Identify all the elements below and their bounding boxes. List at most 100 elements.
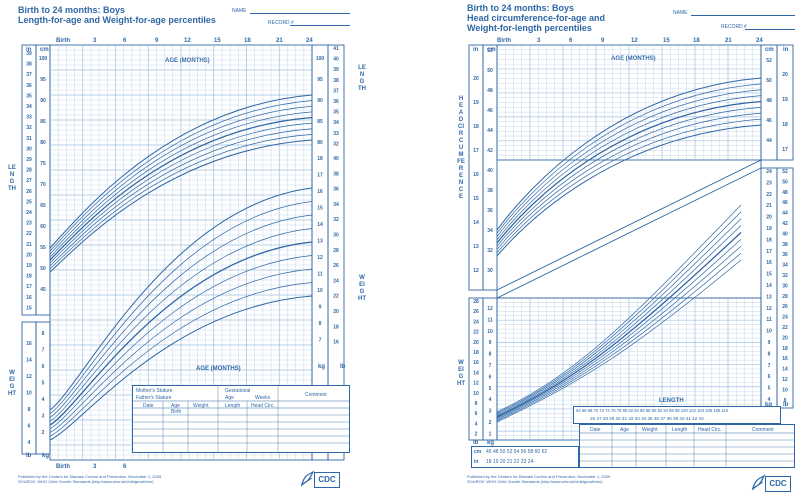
left-right-lb-tick: 18 — [333, 324, 339, 330]
left-name-line — [250, 13, 350, 14]
left-length-curve — [49, 128, 313, 267]
right-w-kg-tick: 7 — [489, 363, 492, 369]
left-in-tick: 26 — [26, 189, 32, 195]
left-wt-kg-tick: 2 — [42, 430, 45, 436]
left-cm-tick: 45 — [40, 287, 46, 293]
left-right-in-tick: 41 — [333, 46, 339, 52]
left-wt-kg-tick: 8 — [42, 331, 45, 337]
left-weight-curve — [49, 282, 313, 437]
left-top-axis-birth: Birth — [56, 38, 70, 44]
left-age-label-top: AGE (MONTHS) — [165, 58, 210, 64]
right-wl-curve — [496, 211, 742, 414]
right-w-r-kg-tick: 16 — [766, 260, 772, 266]
right-table-col-weight: Weight — [642, 427, 658, 433]
right-wl-curve — [496, 218, 742, 415]
right-w-r-lb-tick: 18 — [782, 346, 788, 352]
right-wl-curve — [496, 225, 742, 417]
left-wt-lb-tick: 12 — [26, 374, 32, 380]
right-hc-cm-tick: 34 — [487, 228, 493, 234]
right-divider-band — [496, 159, 762, 299]
left-right-kg-tick: 11 — [317, 272, 323, 278]
right-w-r-lb-tick: 30 — [782, 283, 788, 289]
left-in-tick: 32 — [26, 125, 32, 131]
left-record-label: RECORD # — [268, 20, 294, 26]
right-w-r-kg-tick: 18 — [766, 237, 772, 243]
left-weight-curve — [49, 228, 313, 422]
left-in-tick: 22 — [26, 231, 32, 237]
right-w-r-lb-tick: 48 — [782, 190, 788, 196]
right-w-r-lb-tick: 44 — [782, 211, 788, 217]
right-unit-kg-r: kg — [765, 402, 773, 408]
right-name-label: NAME — [673, 10, 688, 16]
left-unit-in: in — [26, 47, 32, 53]
left-weight-word-left: WEIGHT — [8, 370, 16, 397]
right-w-r-lb — [776, 167, 794, 409]
right-wl-curve — [496, 232, 742, 418]
left-in-tick: 18 — [26, 274, 32, 280]
left-wt-lb-tick: 10 — [26, 391, 32, 397]
right-hc-cm-scale — [482, 44, 498, 291]
right-w-r-kg-tick: 14 — [766, 283, 772, 289]
right-w-lb-tick: 6 — [475, 411, 478, 417]
left-right-kg-tick: 7 — [319, 338, 322, 344]
left-weight-curve — [49, 187, 313, 411]
left-unit-lb-bottom: lb — [26, 453, 32, 459]
left-right-lb-tick: 30 — [333, 233, 339, 239]
left-wt-lb-tick: 16 — [26, 341, 32, 347]
right-top-axis-9: 9 — [601, 38, 605, 44]
left-top-axis-15: 15 — [214, 38, 221, 44]
right-table-col-date: Date — [590, 427, 601, 433]
right-w-kg-tick: 6 — [489, 374, 492, 380]
left-in-tick: 30 — [26, 146, 32, 152]
right-w-kg-tick: 4 — [489, 397, 492, 403]
right-w-r-kg-tick: 20 — [766, 215, 772, 221]
left-footer-2: SOURCE: WHO Child Growth Standards (http… — [18, 479, 154, 484]
right-bottom-cm-row: 45 48 50 52 54 56 58 60 62 — [486, 449, 548, 455]
right-wl-curve — [496, 239, 742, 419]
left-right-kg-tick: 12 — [317, 255, 323, 261]
right-w-r-kg-tick: 17 — [766, 249, 772, 255]
right-hc-in-tick: 17 — [473, 148, 479, 154]
right-w-lb-tick: 10 — [473, 391, 479, 397]
right-table-lines — [580, 425, 794, 467]
right-length-strip: 64 66 68 70 72 74 76 78 80 82 84 86 88 9… — [573, 406, 781, 424]
left-in-tick: 35 — [26, 93, 32, 99]
right-w-kg-tick: 9 — [489, 340, 492, 346]
left-cm-scale — [35, 44, 51, 316]
left-weight-word-right: WEIGHT — [358, 275, 366, 302]
left-table-lines — [133, 386, 349, 452]
right-age-label: AGE (MONTHS) — [611, 56, 656, 62]
right-w-r-lb-tick: 24 — [782, 315, 788, 321]
right-chart-sheet: Birth to 24 months: Boys Head circumfere… — [401, 0, 801, 504]
right-top-axis-15: 15 — [663, 38, 670, 44]
right-w-kg-tick: 1 — [489, 431, 492, 437]
right-wl-curve — [496, 252, 742, 422]
right-w-r-lb-tick: 26 — [782, 304, 788, 310]
right-w-r-lb-tick: 38 — [782, 242, 788, 248]
right-w-r-kg-tick: 6 — [768, 374, 771, 380]
left-right-in-tick: 38 — [333, 78, 339, 84]
right-wl-curve — [496, 245, 742, 420]
left-table-birth: Birth — [171, 409, 182, 415]
left-right-lb-tick: 20 — [333, 309, 339, 315]
left-right-in-tick: 32 — [333, 141, 339, 147]
right-hhs-eagle-icon — [751, 474, 766, 491]
left-in-tick: 29 — [26, 157, 32, 163]
right-w-r-lb-tick: 40 — [782, 231, 788, 237]
right-w-kg-tick: 12 — [487, 306, 493, 312]
left-table-col-length: Length — [225, 403, 241, 409]
right-hc-r-in-tick: 18 — [782, 122, 788, 128]
right-record-table: Date Age Weight Length Head Circ. Commen… — [579, 424, 795, 468]
left-right-cm-tick: 80 — [317, 140, 323, 146]
right-w-r-kg-tick: 10 — [766, 329, 772, 335]
right-hc-curve — [496, 83, 762, 234]
left-table-col-age: Age — [171, 403, 180, 409]
left-length-word-right: LENGTH — [358, 65, 366, 92]
right-w-r-lb-tick: 12 — [782, 377, 788, 383]
right-table-col-headcirc: Head Circ. — [698, 427, 722, 433]
left-table-col-date: Date — [143, 403, 154, 409]
right-hc-curve — [496, 89, 762, 237]
right-hc-cm-tick: 40 — [487, 168, 493, 174]
right-hc-in-tick: 13 — [473, 244, 479, 250]
right-w-r-lb-tick: 46 — [782, 200, 788, 206]
